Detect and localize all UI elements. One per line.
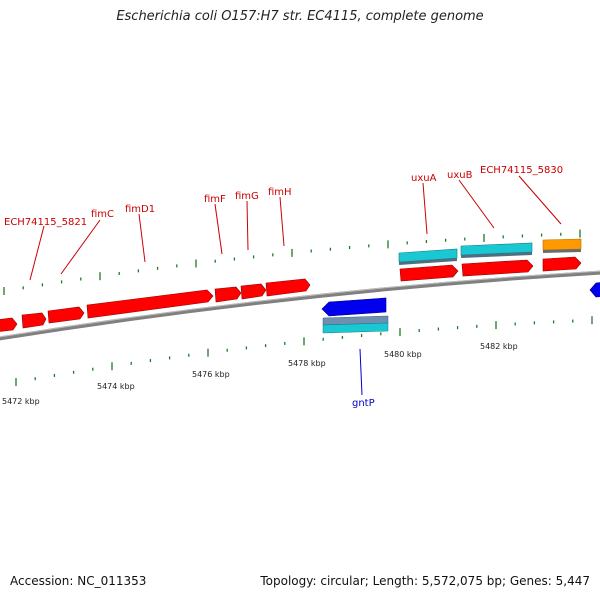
gene-arrow-forward [265, 278, 311, 297]
gene-label-gntp: gntP [352, 398, 375, 409]
gene-label-fimg: fimG [235, 191, 259, 202]
gene-label-fimf: fimF [204, 194, 226, 205]
gene-label-uxua: uxuA [411, 173, 437, 184]
gene-arrow-forward [0, 317, 18, 332]
gene-arrow-reverse [321, 297, 387, 317]
connector-line [214, 203, 223, 255]
gene-label-ech74115-5830: ECH74115_5830 [480, 165, 563, 176]
orange-feature-bar-shadow [543, 249, 581, 253]
cyan-feature-bar-shadow [461, 252, 532, 258]
gene-arrow-forward [21, 312, 47, 329]
label-connectors [29, 175, 562, 396]
gene-arrow-forward [240, 283, 267, 300]
forward-genes [0, 256, 582, 332]
connector-line [29, 225, 45, 281]
scale-labels: 5472 kbp 5474 kbp 5476 kbp 5478 kbp 5480… [2, 342, 518, 406]
genome-backbone-highlight [0, 270, 600, 338]
gene-arrow-forward [86, 289, 214, 319]
genome-title: Escherichia coli O157:H7 str. EC4115, co… [116, 9, 484, 24]
gene-label-ech74115-5821: ECH74115_5821 [4, 217, 87, 228]
scale-label: 5482 kbp [480, 342, 518, 351]
gene-label-uxub: uxuB [447, 170, 473, 181]
connector-line [279, 196, 285, 247]
gene-arrow-forward [214, 286, 242, 303]
cyan-feature-bar [322, 322, 389, 334]
connector-line [458, 179, 495, 229]
gene-arrow-forward [542, 256, 582, 272]
gene-labels: ECH74115_5821 fimC fimD1 fimF fimG fimH … [4, 165, 563, 409]
scale-label: 5472 kbp [2, 397, 40, 406]
scale-label: 5476 kbp [192, 370, 230, 379]
genome-backbone [0, 270, 600, 341]
orange-feature-bar [542, 238, 582, 251]
gene-label-fimc: fimC [91, 209, 114, 220]
reverse-genes [321, 282, 600, 334]
connector-line [422, 182, 428, 235]
connector-line [359, 348, 363, 396]
scale-label: 5478 kbp [288, 359, 326, 368]
gene-arrow-forward [399, 264, 459, 282]
cyan-feature-bar-shadow [399, 258, 457, 265]
gene-arrow-reverse [589, 282, 600, 298]
connector-line [60, 219, 101, 275]
connector-line [518, 175, 562, 225]
gene-arrow-forward [47, 306, 85, 324]
gene-label-fimd1: fimD1 [125, 204, 155, 215]
connector-line [138, 213, 146, 263]
scale-label: 5480 kbp [384, 350, 422, 359]
inner-tick-row [15, 316, 593, 386]
accession-text: Accession: NC_011353 [10, 574, 147, 588]
forward-features [398, 238, 582, 265]
connector-line [246, 200, 249, 251]
gene-label-fimh: fimH [268, 187, 292, 198]
genome-summary-text: Topology: circular; Length: 5,572,075 bp… [260, 574, 590, 588]
scale-label: 5474 kbp [97, 382, 135, 391]
gene-arrow-forward [461, 259, 534, 277]
outer-tick-row [3, 229, 581, 295]
